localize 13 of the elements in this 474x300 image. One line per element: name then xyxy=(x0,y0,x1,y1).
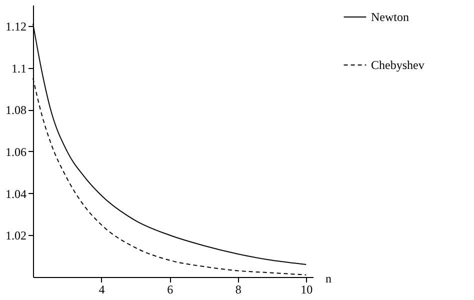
y-tick-label: 1.1 xyxy=(12,61,26,76)
y-tick-label: 1.12 xyxy=(6,19,26,34)
y-tick-label: 1.06 xyxy=(6,144,26,159)
x-tick-label: 10 xyxy=(300,282,313,296)
x-axis-title: n xyxy=(326,272,332,286)
legend-label: Chebyshev xyxy=(371,58,424,72)
y-tick-label: 1.02 xyxy=(6,228,26,243)
y-tick-label: 1.04 xyxy=(6,186,26,201)
y-tick-label: 1.08 xyxy=(6,103,26,118)
x-tick-label: 4 xyxy=(98,282,105,296)
legend-label: Newton xyxy=(371,10,409,24)
x-tick-label: 8 xyxy=(235,282,242,296)
x-tick-label: 6 xyxy=(167,282,174,296)
